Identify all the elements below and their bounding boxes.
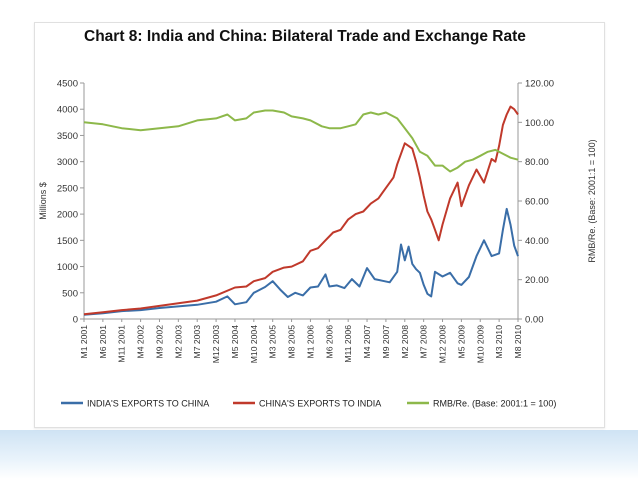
x-tick-label: M5 2009 bbox=[456, 325, 466, 359]
x-tick-label: M4 2002 bbox=[136, 325, 146, 359]
left-y-tick-label: 1500 bbox=[57, 236, 78, 247]
series-lines bbox=[83, 105, 519, 316]
right-y-tick-labels: 0.00 20.00 40.00 60.00 80.00 100.00 120.00 bbox=[518, 79, 554, 326]
x-tick-label: M11 2001 bbox=[117, 325, 127, 363]
y-axis-title: Millions $ bbox=[38, 182, 48, 220]
left-y-tick-labels: 0 500 1000 1500 2000 2500 3000 3500 4000 4500 bbox=[57, 79, 84, 326]
left-y-tick-label: 1000 bbox=[57, 262, 78, 273]
x-tick-label: M2 2008 bbox=[400, 325, 410, 359]
chart-panel: Chart 8: India and China: Bilateral Trad… bbox=[34, 22, 605, 428]
x-tick-label: M6 2006 bbox=[324, 325, 334, 359]
x-tick-label: M1 2001 bbox=[79, 325, 89, 359]
legend-label-3: RMB/Re. (Base: 2001:1 = 100) bbox=[433, 399, 556, 409]
left-y-tick-label: 0 bbox=[73, 315, 78, 326]
right-y-tick-label: 100.00 bbox=[525, 118, 554, 129]
legend: INDIA'S EXPORTS TO CHINA CHINA'S EXPORTS … bbox=[61, 399, 556, 409]
x-tick-label: M9 2007 bbox=[381, 325, 391, 359]
x-tick-label: M8 2010 bbox=[513, 325, 523, 359]
x-tick-label: M11 2006 bbox=[343, 325, 353, 363]
x-tick-label: M12 2003 bbox=[211, 325, 221, 363]
x-tick-label: M7 2008 bbox=[419, 325, 429, 359]
x-tick-label: M7 2003 bbox=[192, 325, 202, 359]
x-tick-label: M3 2005 bbox=[268, 325, 278, 359]
x-tick-label: M5 2004 bbox=[230, 325, 240, 359]
left-y-tick-label: 2500 bbox=[57, 183, 78, 194]
x-tick-label: M10 2004 bbox=[249, 325, 259, 363]
left-y-tick-label: 500 bbox=[62, 288, 78, 299]
x-tick-label: M1 2006 bbox=[305, 325, 315, 359]
x-tick-label: M4 2007 bbox=[362, 325, 372, 359]
x-tick-label: M2 2003 bbox=[173, 325, 183, 359]
right-y-tick-label: 60.00 bbox=[525, 197, 549, 208]
left-y-tick-label: 2000 bbox=[57, 210, 78, 221]
chart-title: Chart 8: India and China: Bilateral Trad… bbox=[84, 28, 526, 45]
x-tick-label: M12 2008 bbox=[438, 325, 448, 363]
x-tick-label: M9 2002 bbox=[154, 325, 164, 359]
right-y-tick-label: 20.00 bbox=[525, 275, 549, 286]
left-y-tick-label: 4000 bbox=[57, 105, 78, 116]
right-y-tick-label: 0.00 bbox=[525, 315, 544, 326]
chart-svg: 0 500 1000 1500 2000 2500 3000 3500 4000 4500 0.0… bbox=[38, 79, 597, 409]
left-y-tick-label: 4500 bbox=[57, 79, 78, 90]
legend-label-2: CHINA'S EXPORTS TO INDIA bbox=[259, 399, 381, 409]
x-tick-labels: M1 2001 M6 2001 M11 2001 M4 2002 M9 2002 M2 2… bbox=[79, 319, 523, 363]
left-y-tick-label: 3500 bbox=[57, 131, 78, 142]
right-y-tick-label: 120.00 bbox=[525, 79, 554, 90]
right-y-tick-label: 80.00 bbox=[525, 157, 549, 168]
slide-background-gradient bbox=[0, 430, 638, 479]
series-line-1 bbox=[83, 207, 519, 316]
left-y-tick-label: 3000 bbox=[57, 157, 78, 168]
x-tick-label: M3 2010 bbox=[494, 325, 504, 359]
series-line-3 bbox=[83, 109, 519, 173]
legend-label-1: INDIA'S EXPORTS TO CHINA bbox=[87, 399, 209, 409]
right-y-tick-label: 40.00 bbox=[525, 236, 549, 247]
y2-axis-title: RMB/Re. (Base: 2001:1 = 100) bbox=[587, 139, 597, 262]
x-tick-label: M10 2009 bbox=[475, 325, 485, 363]
x-tick-label: M6 2001 bbox=[98, 325, 108, 359]
series-line-2 bbox=[83, 105, 519, 316]
x-tick-label: M8 2005 bbox=[287, 325, 297, 359]
